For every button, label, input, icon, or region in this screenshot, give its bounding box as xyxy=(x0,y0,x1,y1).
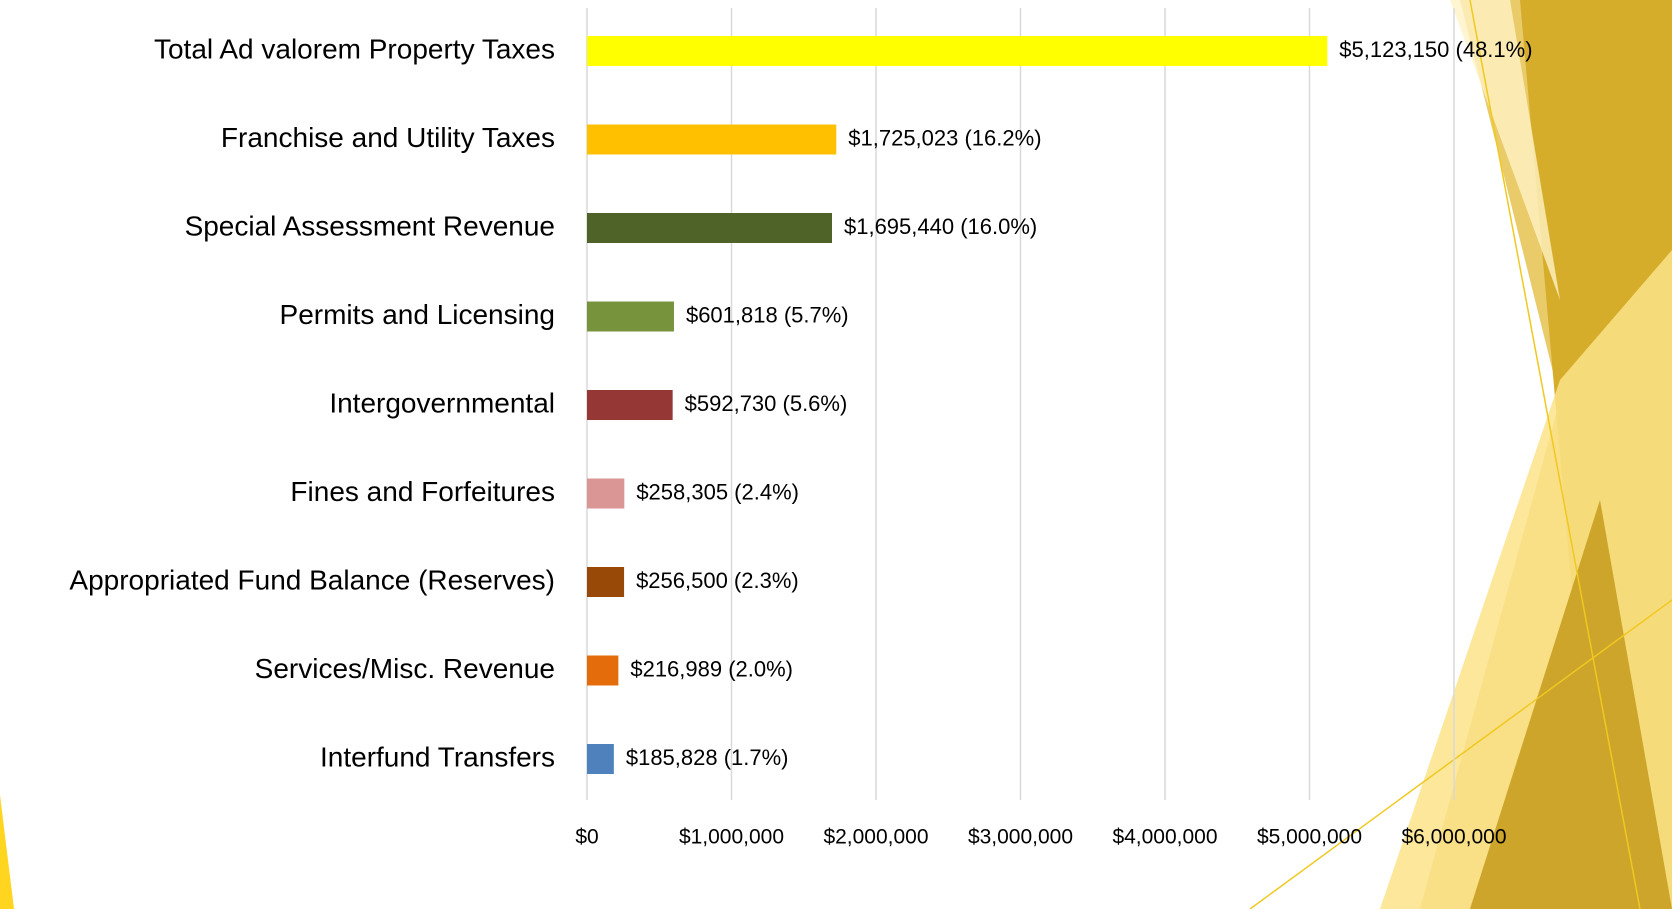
bar xyxy=(587,213,832,243)
category-label: Franchise and Utility Taxes xyxy=(221,122,555,153)
x-tick-label: $4,000,000 xyxy=(1112,826,1217,849)
value-label: $185,828 (1.7%) xyxy=(626,745,789,770)
category-label: Special Assessment Revenue xyxy=(185,210,555,241)
x-tick-label: $3,000,000 xyxy=(968,826,1073,849)
bar xyxy=(587,567,625,597)
x-tick-label: $6,000,000 xyxy=(1401,826,1506,849)
x-tick-label: $5,000,000 xyxy=(1257,826,1362,849)
bar xyxy=(587,655,619,686)
value-label: $5,123,150 (48.1%) xyxy=(1339,37,1532,62)
category-label: Total Ad valorem Property Taxes xyxy=(154,33,555,64)
value-label: $592,730 (5.6%) xyxy=(685,391,848,416)
bar xyxy=(587,301,674,332)
value-label: $258,305 (2.4%) xyxy=(636,479,799,504)
category-label: Services/Misc. Revenue xyxy=(255,653,555,684)
category-label: Fines and Forfeitures xyxy=(290,476,555,507)
bar xyxy=(587,478,625,509)
bar xyxy=(587,124,837,155)
x-tick-label: $0 xyxy=(575,826,598,849)
bar xyxy=(587,744,614,774)
category-label: Interfund Transfers xyxy=(320,741,555,772)
value-label: $601,818 (5.7%) xyxy=(686,302,849,327)
value-label: $256,500 (2.3%) xyxy=(636,568,799,593)
bar xyxy=(587,36,1328,66)
value-label: $216,989 (2.0%) xyxy=(630,656,793,681)
x-tick-label: $2,000,000 xyxy=(823,826,928,849)
category-label: Intergovernmental xyxy=(329,387,555,418)
x-tick-label: $1,000,000 xyxy=(679,826,784,849)
bar xyxy=(587,390,673,420)
category-label: Permits and Licensing xyxy=(280,299,555,330)
value-label: $1,695,440 (16.0%) xyxy=(844,214,1037,239)
category-label: Appropriated Fund Balance (Reserves) xyxy=(69,564,555,595)
value-label: $1,725,023 (16.2%) xyxy=(848,125,1041,150)
